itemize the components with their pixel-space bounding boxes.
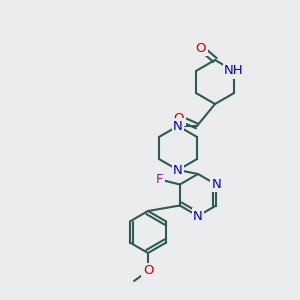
Text: F: F	[156, 173, 164, 186]
Text: N: N	[193, 209, 203, 223]
Text: O: O	[143, 265, 153, 278]
Text: NH: NH	[224, 64, 244, 77]
Text: N: N	[173, 119, 183, 133]
Text: O: O	[196, 41, 206, 55]
Text: N: N	[211, 178, 221, 191]
Text: O: O	[174, 112, 184, 124]
Text: N: N	[173, 164, 183, 176]
